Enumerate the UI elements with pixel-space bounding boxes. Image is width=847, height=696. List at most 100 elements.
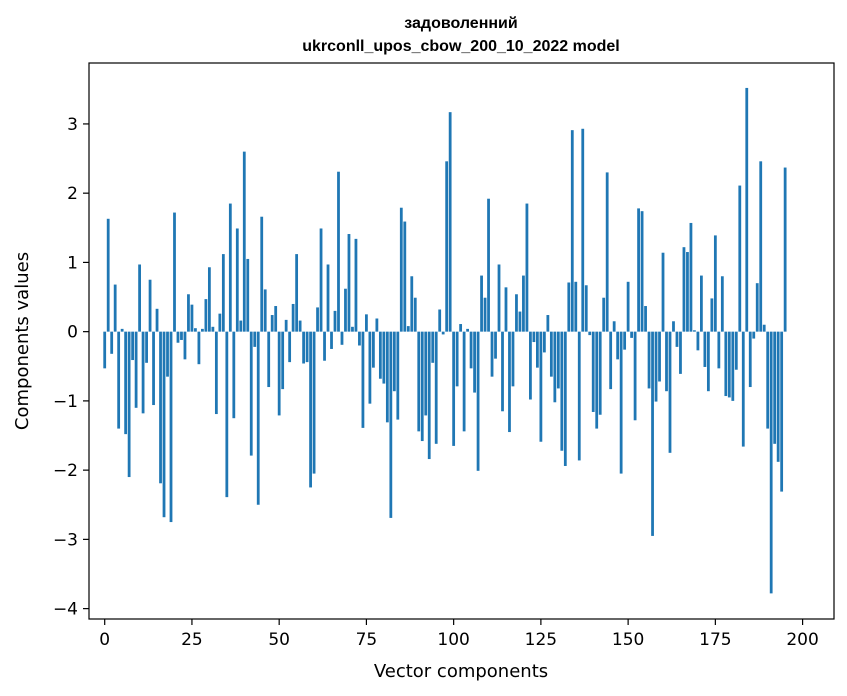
bar-component-7 [127,331,131,478]
bar-component-91 [420,331,424,442]
y-tick-label: −2 [53,461,78,481]
bar-component-124 [536,331,539,368]
bar-component-160 [661,252,665,332]
bar-component-142 [598,331,602,415]
bar-component-82 [389,331,393,518]
y-tick-label: 3 [67,115,78,135]
bar-component-149 [623,331,627,350]
bar-component-27 [197,331,201,365]
bar-component-20 [173,212,176,332]
bar-component-36 [228,203,232,332]
bar-component-6 [124,331,128,435]
bar-component-127 [546,315,550,332]
bar-component-106 [473,331,476,393]
bar-component-155 [644,306,647,332]
bar-component-60 [312,331,316,474]
bar-component-69 [344,288,347,332]
y-tick-label: −4 [53,600,78,620]
bar-component-21 [176,331,180,343]
bar-component-125 [539,331,543,442]
x-tick-label: 150 [612,630,644,650]
bar-component-175 [713,235,717,332]
bar-component-161 [665,331,668,392]
bar-component-37 [232,331,236,419]
bar-component-51 [281,331,285,390]
bar-component-180 [731,331,735,401]
bar-component-107 [476,331,480,471]
bar-component-128 [549,331,553,377]
bar-component-148 [619,331,623,474]
bar-component-92 [424,331,428,416]
bar-component-169 [693,330,696,332]
bar-component-112 [494,331,497,359]
bar-component-110 [487,198,490,332]
bar-component-190 [766,331,770,429]
bar-component-163 [672,321,675,332]
bar-component-4 [117,331,121,429]
bar-component-89 [413,297,417,332]
y-axis-ticks: −4 −3 −2 −1 0 1 2 3 [53,115,89,620]
bar-component-181 [734,331,738,370]
bar-component-71 [351,326,354,332]
bar-component-186 [752,331,756,339]
bar-component-56 [298,320,302,332]
bar-component-78 [375,318,379,332]
bar-component-45 [260,216,264,332]
bar-component-113 [497,264,501,332]
bar-component-53 [288,331,292,363]
bar-component-41 [246,258,250,332]
bar-component-29 [204,299,208,332]
bar-component-144 [605,172,609,332]
x-tick-label: 200 [786,630,818,650]
bar-component-84 [396,331,400,420]
bar-component-23 [183,331,187,360]
bar-component-72 [354,238,358,332]
bar-component-11 [141,331,145,414]
bar-component-62 [319,228,323,332]
bar-component-103 [462,331,466,432]
bar-component-121 [525,203,529,332]
bar-component-164 [675,331,679,347]
bar-component-96 [438,309,442,332]
bar-component-10 [138,264,141,332]
bar-component-183 [741,331,745,447]
bar-component-193 [776,331,780,462]
bar-component-32 [214,331,218,415]
bar-component-156 [647,331,651,389]
bar-component-9 [134,331,138,408]
bar-component-95 [434,331,438,444]
bar-component-104 [466,328,469,332]
bar-component-159 [658,331,661,382]
bar-component-141 [595,331,599,429]
bar-component-187 [755,283,759,332]
bar-component-63 [323,331,326,361]
bar-component-68 [340,331,344,345]
bar-component-0 [103,331,107,369]
bar-component-79 [378,331,382,379]
bar-component-177 [720,276,724,332]
bar-component-130 [556,331,560,389]
bar-component-145 [609,331,613,390]
bar-component-120 [522,275,525,332]
bar-component-57 [302,331,305,364]
bar-component-114 [501,331,504,412]
bar-component-100 [452,331,456,446]
plot-frame [88,62,835,620]
bar-component-185 [748,331,752,388]
x-tick-label: 125 [525,630,557,650]
x-tick-label: 100 [437,630,469,650]
bar-component-18 [166,331,169,377]
bar-component-102 [459,324,463,332]
bar-component-172 [703,331,707,367]
bar-component-122 [529,331,532,400]
bar-component-80 [382,331,386,384]
bar-component-55 [295,254,299,332]
y-tick-label: −3 [53,530,78,550]
bar-component-195 [783,167,787,332]
bar-component-12 [145,331,148,363]
bar-component-192 [773,331,777,444]
bar-component-88 [410,276,414,332]
bar-component-8 [131,331,135,361]
bar-component-98 [445,161,449,332]
